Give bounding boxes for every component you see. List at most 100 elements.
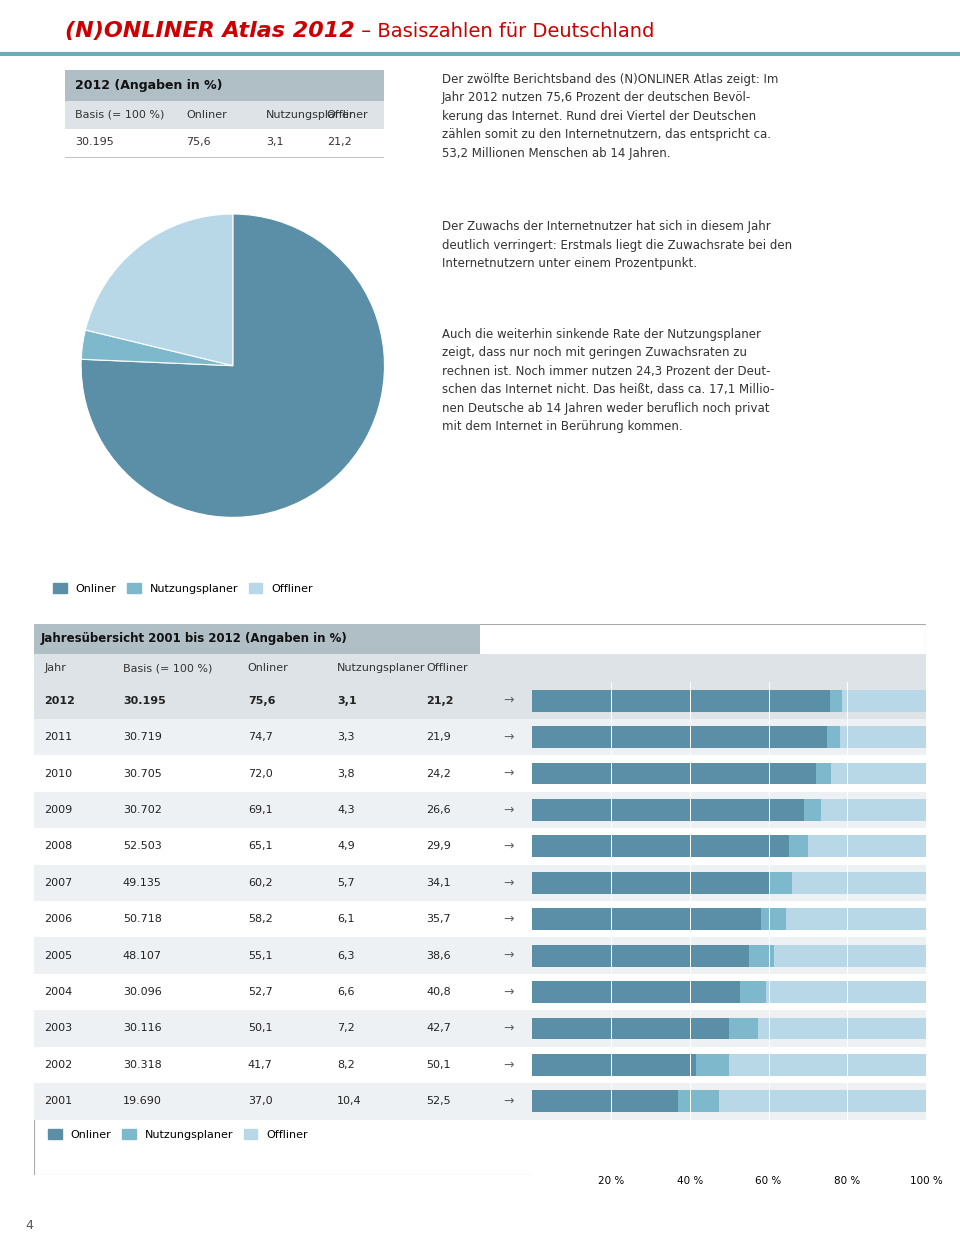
Bar [532, 835, 789, 857]
Bar [804, 799, 822, 821]
Text: 42,7: 42,7 [426, 1024, 451, 1034]
Text: 4,3: 4,3 [337, 806, 355, 816]
Bar [757, 1018, 926, 1040]
Bar [696, 1054, 729, 1076]
Text: 2006: 2006 [44, 914, 72, 924]
Text: →: → [503, 1095, 514, 1107]
Text: 30.719: 30.719 [123, 732, 161, 742]
Text: Nutzungsplaner: Nutzungsplaner [266, 110, 354, 120]
Text: Jahr: Jahr [44, 663, 66, 673]
Text: →: → [503, 877, 514, 889]
Bar [740, 981, 766, 1003]
Text: →: → [503, 949, 514, 963]
Text: 19.690: 19.690 [123, 1096, 161, 1106]
Bar [792, 872, 926, 894]
Text: 6,3: 6,3 [337, 950, 354, 960]
Bar [761, 908, 785, 930]
Text: →: → [503, 731, 514, 743]
Text: 4,9: 4,9 [337, 842, 355, 852]
Text: Offliner: Offliner [426, 663, 468, 673]
Bar [532, 690, 830, 712]
Text: 2012: 2012 [44, 696, 75, 706]
Text: Nutzungsplaner: Nutzungsplaner [337, 663, 425, 673]
Text: Auch die weiterhin sinkende Rate der Nutzungsplaner
zeigt, dass nur noch mit ger: Auch die weiterhin sinkende Rate der Nut… [442, 328, 774, 433]
Bar [769, 872, 792, 894]
Text: 37,0: 37,0 [248, 1096, 273, 1106]
Text: →: → [503, 985, 514, 999]
Wedge shape [85, 214, 233, 365]
Text: Onliner: Onliner [248, 663, 289, 673]
Text: 52,5: 52,5 [426, 1096, 451, 1106]
Text: 2009: 2009 [44, 806, 73, 816]
Bar [532, 763, 816, 784]
Text: 7,2: 7,2 [337, 1024, 355, 1034]
Text: 75,6: 75,6 [248, 696, 276, 706]
Text: 3,1: 3,1 [266, 137, 283, 147]
Text: 6,6: 6,6 [337, 988, 354, 998]
Text: →: → [503, 1059, 514, 1071]
Text: 50,1: 50,1 [248, 1024, 273, 1034]
Text: 30.195: 30.195 [123, 696, 166, 706]
Text: 2011: 2011 [44, 732, 72, 742]
Text: 30.195: 30.195 [75, 137, 113, 147]
Bar [789, 835, 808, 857]
Bar [808, 835, 926, 857]
Legend: Onliner, Nutzungsplaner, Offliner: Onliner, Nutzungsplaner, Offliner [49, 579, 318, 599]
Text: Der zwölfte Berichtsband des (N)ONLINER Atlas zeigt: Im
Jahr 2012 nutzen 75,6 Pr: Der zwölfte Berichtsband des (N)ONLINER … [442, 72, 778, 160]
Bar [719, 1090, 926, 1112]
Bar [766, 981, 926, 1003]
Text: Offliner: Offliner [326, 110, 369, 120]
Text: 2010: 2010 [44, 768, 72, 778]
Bar [532, 945, 749, 966]
Bar [730, 1018, 757, 1040]
Text: 24,2: 24,2 [426, 768, 451, 778]
Text: 8,2: 8,2 [337, 1060, 355, 1070]
Text: 2007: 2007 [44, 878, 73, 888]
Text: 74,7: 74,7 [248, 732, 273, 742]
Text: Der Zuwachs der Internetnutzer hat sich in diesem Jahr
deutlich verringert: Erst: Der Zuwachs der Internetnutzer hat sich … [442, 221, 792, 271]
Text: Jahresübersicht 2001 bis 2012 (Angaben in %): Jahresübersicht 2001 bis 2012 (Angaben i… [40, 632, 348, 645]
Bar [532, 726, 827, 748]
Text: 3,8: 3,8 [337, 768, 355, 778]
Text: 2005: 2005 [44, 950, 72, 960]
Text: 2003: 2003 [44, 1024, 72, 1034]
Text: Onliner: Onliner [186, 110, 228, 120]
Text: 30.318: 30.318 [123, 1060, 161, 1070]
Text: 6,1: 6,1 [337, 914, 354, 924]
Bar [532, 872, 769, 894]
Text: 55,1: 55,1 [248, 950, 273, 960]
Text: 58,2: 58,2 [248, 914, 273, 924]
Bar [532, 981, 740, 1003]
Text: 30.096: 30.096 [123, 988, 161, 998]
Text: →: → [503, 840, 514, 853]
Text: 3,1: 3,1 [337, 696, 357, 706]
Text: – Basiszahlen für Deutschland: – Basiszahlen für Deutschland [355, 21, 655, 41]
Bar [827, 726, 840, 748]
Text: 75,6: 75,6 [186, 137, 211, 147]
Text: (N)ONLINER Atlas 2012: (N)ONLINER Atlas 2012 [65, 21, 355, 41]
Text: 2001: 2001 [44, 1096, 72, 1106]
Legend: Onliner, Nutzungsplaner, Offliner: Onliner, Nutzungsplaner, Offliner [44, 1125, 312, 1145]
Text: 2012 (Angaben in %): 2012 (Angaben in %) [75, 79, 223, 92]
Text: 4: 4 [25, 1218, 33, 1232]
Bar [532, 908, 761, 930]
Bar [831, 763, 926, 784]
Bar [749, 945, 774, 966]
Bar [840, 726, 926, 748]
Text: 41,7: 41,7 [248, 1060, 273, 1070]
Bar [532, 799, 804, 821]
Text: Basis (= 100 %): Basis (= 100 %) [123, 663, 212, 673]
Wedge shape [82, 214, 384, 518]
Text: →: → [503, 695, 514, 707]
Text: 30.116: 30.116 [123, 1024, 161, 1034]
Text: →: → [503, 913, 514, 925]
Bar [532, 1054, 696, 1076]
Text: 26,6: 26,6 [426, 806, 451, 816]
Bar [532, 1018, 730, 1040]
Text: →: → [503, 803, 514, 817]
Bar [532, 1090, 678, 1112]
Text: 40,8: 40,8 [426, 988, 451, 998]
Text: 34,1: 34,1 [426, 878, 451, 888]
Bar [774, 945, 926, 966]
Text: 49.135: 49.135 [123, 878, 161, 888]
